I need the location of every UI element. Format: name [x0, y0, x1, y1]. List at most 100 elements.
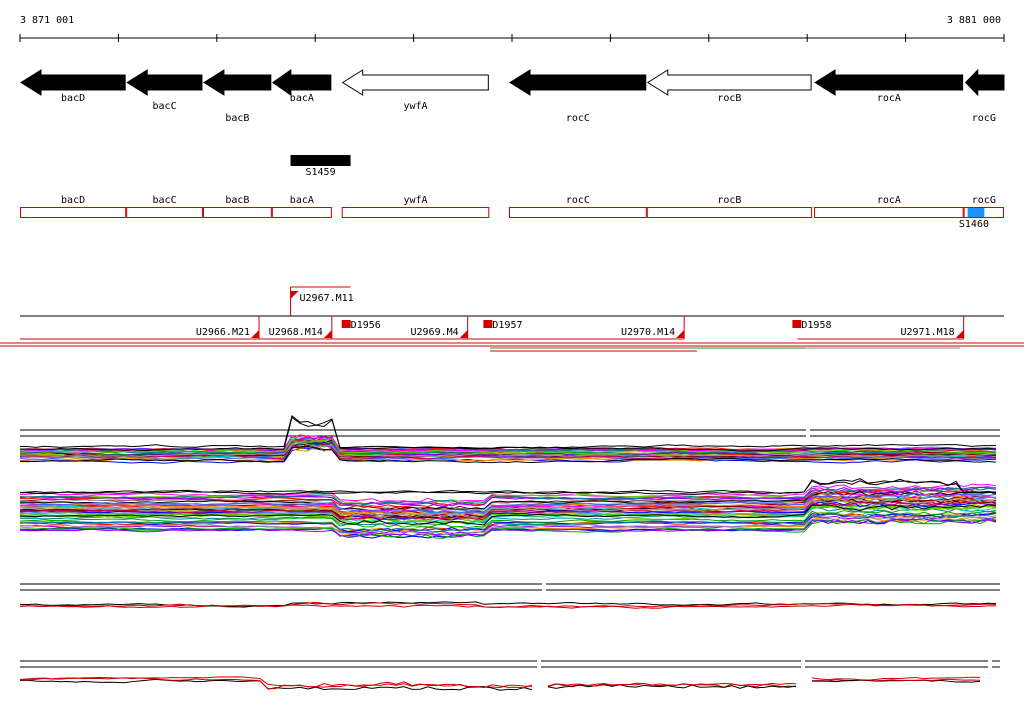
transcript-label-U2966.M21[interactable]: U2966.M21 — [196, 327, 250, 338]
expression-line — [19, 601, 997, 608]
gene-arrow-bacD[interactable] — [20, 69, 126, 96]
segment-label: S1460 — [959, 219, 989, 230]
expression-line — [19, 444, 997, 460]
expression-line — [19, 676, 533, 688]
transcript-label-U2970.M14[interactable]: U2970.M14 — [621, 327, 675, 338]
gene-box-label: bacD — [61, 195, 85, 206]
expression-line — [19, 446, 997, 464]
gene-box-label: bacC — [153, 195, 177, 206]
expression-line — [19, 486, 997, 506]
ruler-ticks — [19, 34, 1005, 42]
expression-line — [547, 684, 797, 689]
expression-line — [547, 682, 797, 687]
gene-arrow-label: rocG — [972, 113, 996, 124]
expression-line — [19, 497, 997, 518]
expression-line — [19, 677, 533, 690]
expression-line — [19, 518, 997, 539]
gene-box-label: rocC — [566, 195, 590, 206]
ruler-start-label: 3 871 001 — [20, 15, 74, 26]
expression-line — [19, 512, 997, 532]
gene-arrow-bacA[interactable] — [271, 69, 332, 96]
gene-box-label: bacB — [225, 195, 249, 206]
gene-arrow-bacC[interactable] — [126, 69, 203, 96]
gene-arrow-label: bacC — [153, 101, 177, 112]
terminator-label: D1956 — [351, 320, 381, 331]
segment-bar-s1459[interactable] — [290, 155, 351, 166]
transcript-marker — [290, 291, 299, 299]
gene-box-bacD[interactable] — [20, 207, 127, 218]
transcript-label-U2968.M14[interactable]: U2968.M14 — [269, 327, 323, 338]
gene-arrow-rocB[interactable] — [646, 69, 812, 96]
expression-profile-track-1 — [19, 415, 1000, 464]
segment-box-s1460[interactable] — [967, 208, 985, 217]
expression-line — [19, 500, 997, 521]
expression-line — [19, 442, 997, 458]
gene-arrow-label: ywfA — [403, 101, 427, 112]
expression-summary-track-2 — [19, 660, 1000, 691]
gene-arrow-rocA[interactable] — [814, 69, 964, 96]
expression-line — [19, 492, 997, 514]
expression-summary-track-1 — [19, 583, 1000, 609]
gene-box-bacB[interactable] — [202, 207, 272, 218]
transcript-label-U2971.M18[interactable]: U2971.M18 — [900, 327, 954, 338]
gene-arrow-rocC[interactable] — [509, 69, 647, 96]
expression-line — [811, 676, 981, 682]
expression-line — [19, 480, 997, 495]
gene-box-label: rocA — [877, 195, 901, 206]
terminator-marker[interactable] — [792, 320, 802, 328]
expression-line — [19, 515, 997, 536]
red-rule-track — [0, 342, 1024, 352]
terminator-label: D1958 — [801, 320, 831, 331]
gene-arrow-bacB[interactable] — [203, 69, 272, 96]
transcript-marker — [676, 330, 685, 338]
gene-box-label: rocG — [972, 195, 996, 206]
gene-box-bacC[interactable] — [126, 207, 203, 218]
transcript-label-U2969.M4[interactable]: U2969.M4 — [410, 327, 458, 338]
transcript-track: U2967.M11 U2966.M21 U2968.M14 U2969.M4 U2970… — [20, 286, 1004, 340]
expression-line — [19, 416, 997, 452]
gene-box-track: bacD bacC bacB bacA ywfA rocC rocB rocA rocG S146… — [20, 195, 1005, 230]
terminator-marker[interactable] — [341, 320, 351, 328]
expression-line — [811, 679, 981, 683]
ruler-end-label: 3 881 000 — [947, 15, 1001, 26]
gene-arrow-label: bacA — [290, 93, 314, 104]
gene-arrow-label: rocC — [566, 113, 590, 124]
transcript-label-U2967.M11[interactable]: U2967.M11 — [300, 293, 354, 304]
gene-box-label: ywfA — [403, 195, 427, 206]
gene-box-rocA[interactable] — [814, 207, 964, 218]
gene-box-bacA[interactable] — [271, 207, 332, 218]
expression-line — [19, 601, 997, 608]
expression-line — [811, 677, 981, 682]
gene-box-ywfA[interactable] — [341, 207, 490, 218]
transcript-marker — [955, 330, 964, 338]
expression-line — [19, 486, 997, 508]
gene-box-rocB[interactable] — [646, 207, 813, 218]
expression-line — [19, 478, 997, 494]
expression-line — [19, 510, 997, 529]
gene-box-rocC[interactable] — [508, 207, 647, 218]
segment-label: S1459 — [305, 167, 335, 178]
transcript-marker — [459, 330, 468, 338]
gene-arrow-label: bacB — [225, 113, 249, 124]
expression-line — [19, 504, 997, 526]
coordinate-ruler: 3 871 001 3 881 000 — [19, 15, 1005, 42]
gene-arrow-ywfA[interactable] — [341, 69, 489, 96]
expression-line — [19, 678, 533, 691]
gene-box-label: bacA — [290, 195, 314, 206]
expression-line — [19, 415, 997, 450]
segment-track: S1459 — [290, 155, 351, 178]
terminator-label: D1957 — [492, 320, 522, 331]
expression-line — [19, 444, 997, 461]
expression-line — [19, 435, 997, 453]
expression-line — [19, 515, 997, 535]
transcript-marker — [251, 330, 260, 338]
expression-profile-track-2 — [19, 478, 997, 539]
gene-arrow-label: rocA — [877, 93, 901, 104]
terminator-marker[interactable] — [483, 320, 493, 328]
gene-arrow-rocG[interactable] — [964, 68, 1005, 97]
transcript-marker — [323, 330, 332, 338]
gene-arrow-label: rocB — [717, 93, 741, 104]
gene-arrow-track: bacD bacC bacB bacA ywfA rocC rocB rocA rocG — [20, 68, 1005, 124]
expression-line — [19, 439, 997, 455]
